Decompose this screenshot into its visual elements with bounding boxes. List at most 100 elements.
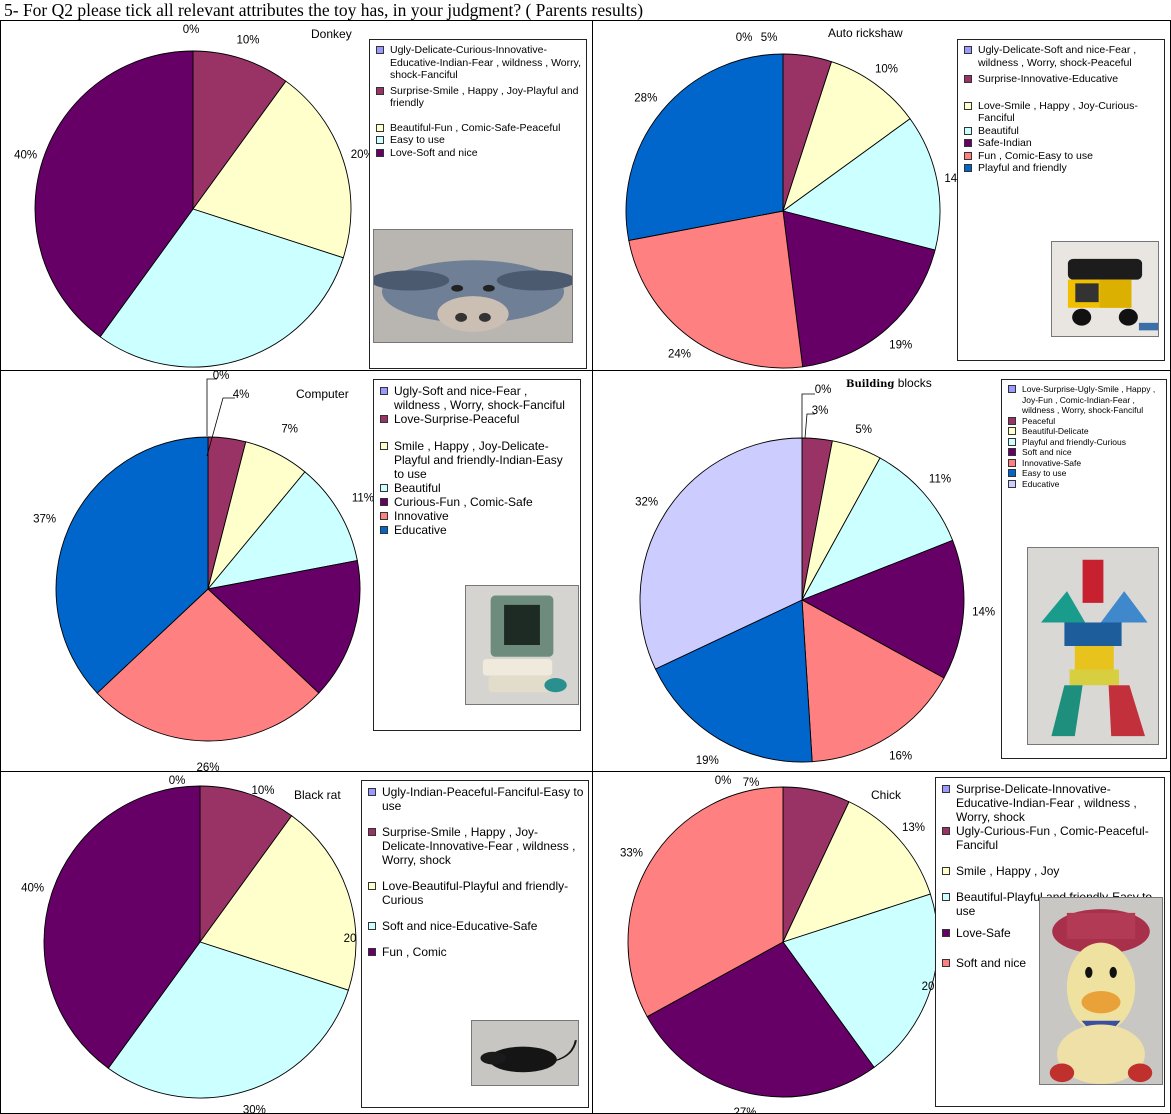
legend-item: Easy to use xyxy=(376,134,582,147)
toy-name-label: Donkey xyxy=(311,27,352,41)
label-leader-line xyxy=(206,397,235,457)
legend-label: Beautiful-Fun , Comic-Safe-Peaceful xyxy=(390,121,561,134)
chart-panel-4: 0% 3% 5% 11% 14% 16% 19% 32% Building blocks Love… xyxy=(593,371,1170,771)
pie-data-label: 0% xyxy=(183,24,200,36)
pie-data-label: 14% xyxy=(972,606,995,618)
legend-item: Fun , Comic-Easy to use xyxy=(964,150,1160,163)
pie-slice-27-4 xyxy=(646,941,875,1098)
legend-swatch xyxy=(964,139,972,147)
legend-item: Ugly-Delicate-Soft and nice-Fear , wildn… xyxy=(964,44,1160,69)
legend-label: Easy to use xyxy=(390,134,445,146)
legend-swatch xyxy=(964,126,972,135)
legend-label: Surprise-Delicate-Innovative-Educative-I… xyxy=(956,782,1137,824)
legend-swatch xyxy=(942,893,950,901)
legend-item: Fun , Comic xyxy=(368,945,584,959)
toy-name-bold: Building xyxy=(846,379,895,390)
pie-data-label: 0% xyxy=(736,32,753,44)
pie-slice-11-3 xyxy=(206,471,358,590)
chart-panel-2: 0% 5% 10% 14% 19% 24% 28% Auto rickshaw Ugly-Del… xyxy=(593,21,1170,370)
pie-data-label: 28% xyxy=(634,93,657,105)
legend-label: Love-Safe xyxy=(956,926,1011,940)
legend-label: Ugly-Delicate-Soft and nice-Fear , wildn… xyxy=(978,44,1137,69)
legend-label: Ugly-Delicate-Curious-Innovative-Educati… xyxy=(390,44,582,81)
table-border xyxy=(0,20,1,1114)
pie-slice-30-3 xyxy=(107,941,349,1099)
legend-label: Ugly-Curious-Fun , Comic-Peaceful-Fancif… xyxy=(956,824,1149,852)
pie-data-label: 40% xyxy=(21,883,44,895)
pie-slice-16-5 xyxy=(801,599,945,763)
pie-data-label: 3% xyxy=(812,405,829,417)
legend-label: Beautiful xyxy=(394,481,441,495)
legend-swatch xyxy=(964,101,972,110)
legend-swatch xyxy=(1008,479,1016,488)
pie-data-label: 32% xyxy=(635,496,658,508)
pie-data-label: 20 xyxy=(344,933,357,945)
legend-swatch xyxy=(380,415,388,423)
legend-item: Beautiful-Fun , Comic-Safe-Peaceful xyxy=(376,122,582,135)
pie-data-label: 27% xyxy=(733,1107,756,1113)
pie-slice-14-4 xyxy=(800,539,965,679)
legend-swatch xyxy=(942,785,950,793)
pie-data-label: 33% xyxy=(620,847,643,859)
legend-item: Safe-Indian xyxy=(964,137,1160,150)
label-leader-line xyxy=(804,413,815,439)
toy-name-rest: blocks xyxy=(894,376,932,390)
legend-label: Love-Surprise-Ugly-Smile , Happy , Joy-F… xyxy=(1022,384,1156,415)
legend-item: Love-Smile , Happy , Joy-Curious-Fancifu… xyxy=(964,100,1160,125)
legend-item: Playful and friendly-Curious xyxy=(1008,437,1162,448)
pie-slice-10-2 xyxy=(782,61,911,213)
legend-item: Love-Soft and nice xyxy=(376,147,582,160)
page-title: 5- For Q2 please tick all relevant attri… xyxy=(4,0,644,20)
legend-label: Surprise-Smile , Happy , Joy-Delicate-In… xyxy=(382,825,576,867)
table-border xyxy=(0,20,1171,21)
legend-swatch xyxy=(964,46,972,54)
pie-data-label: 20% xyxy=(351,149,374,161)
pie-chart: 0% 3% 5% 11% 14% 16% 19% 32% xyxy=(635,384,995,767)
legend-item: Ugly-Delicate-Curious-Innovative-Educati… xyxy=(376,44,582,82)
legend-item: Playful and friendly xyxy=(964,162,1160,175)
legend-item: Soft and nice-Educative-Safe xyxy=(368,919,584,933)
pie-data-label: 37% xyxy=(33,513,56,525)
pie-data-label: 10% xyxy=(236,35,259,47)
pie-slice-14-3 xyxy=(781,118,941,251)
legend-item: Innovative-Safe xyxy=(1008,458,1162,469)
legend-item: Beautiful-Delicate xyxy=(1008,426,1162,437)
pie-data-label: 13% xyxy=(902,822,925,834)
legend-label: Fun , Comic xyxy=(382,945,447,959)
legend-item: Surprise-Smile , Happy , Joy-Playful and… xyxy=(376,85,582,110)
pie-slice-24-5 xyxy=(628,210,804,369)
pie-slice-20-2 xyxy=(199,815,357,991)
legend-swatch xyxy=(368,788,376,796)
legend-swatch xyxy=(376,136,384,144)
legend-swatch xyxy=(964,164,972,172)
legend-item: Soft and nice xyxy=(1008,447,1162,458)
donkey-plush-toy-photo xyxy=(373,229,573,343)
legend-swatch xyxy=(1008,416,1016,425)
pie-data-label: 24% xyxy=(668,348,691,360)
legend-swatch xyxy=(376,86,384,95)
legend-label: Playful and friendly-Curious xyxy=(1022,436,1126,447)
legend-swatch xyxy=(942,959,950,967)
label-leader-line xyxy=(801,393,815,438)
legend-item: Educative xyxy=(380,523,576,537)
legend-item: Soft and nice xyxy=(942,956,1160,970)
pie-slice-15-4 xyxy=(207,559,361,694)
legend-label: Playful and friendly xyxy=(978,162,1067,174)
pie-slice-33-5 xyxy=(627,786,784,1018)
pie-slice-37-6 xyxy=(55,436,209,694)
pie-data-label: 19% xyxy=(696,755,719,767)
legend-label: Smile , Happy , Joy xyxy=(956,864,1060,878)
legend-label: Soft and nice-Educative-Safe xyxy=(382,919,538,933)
legend-item: Love-Surprise-Ugly-Smile , Happy , Joy-F… xyxy=(1008,384,1162,416)
building-blocks-toy-photo xyxy=(1027,547,1159,745)
pie-slice-28-6 xyxy=(625,53,784,241)
legend-swatch xyxy=(368,828,376,836)
pie-data-label: 5% xyxy=(855,424,872,436)
legend-label: Educative xyxy=(1022,478,1060,489)
pie-data-label: 0% xyxy=(213,371,230,382)
pie-slice-19-4 xyxy=(782,210,936,368)
legend-label: Surprise-Innovative-Educative xyxy=(978,73,1119,85)
chart-panel-6: 0% 7% 13% 20 27% 33% Chick Surprise-Delicate-In… xyxy=(593,772,1170,1113)
